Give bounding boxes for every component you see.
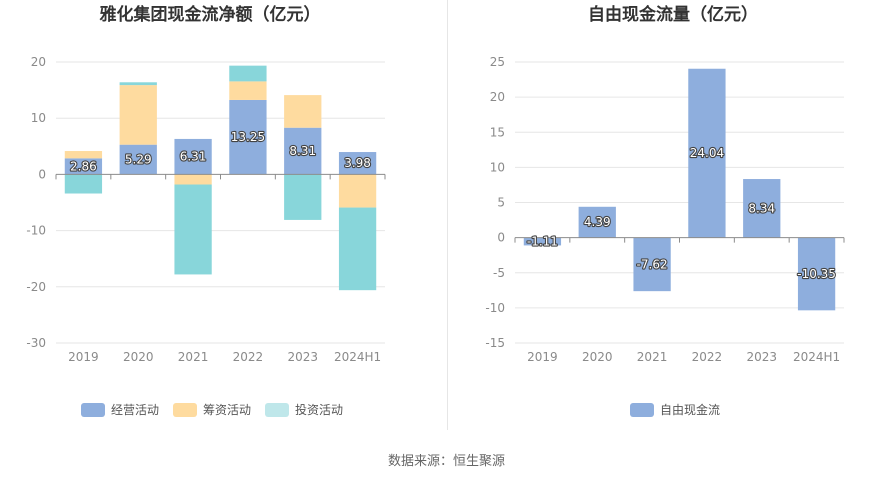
bar [229,81,267,100]
legend-label: 投资活动 [295,402,343,417]
chart-divider [447,0,448,430]
y-tick-label: -10 [26,224,46,238]
y-tick-label: 5 [497,196,505,210]
bar [119,82,157,86]
bar [64,151,103,159]
x-tick-label: 2024H1 [334,350,381,364]
y-tick-label: 15 [490,125,505,139]
legend-label: 筹资活动 [203,403,251,417]
bar [119,85,157,145]
y-tick-label: 20 [490,90,505,104]
data-label: -7.62 [637,257,668,271]
cashflow-net-chart: 雅化集团现金流净额（亿元） 20 10 0 -10 -20 -30 2019 2020 2021 2… [26,4,386,417]
legend-swatch [630,403,654,417]
y-tick-label: 25 [490,55,505,69]
x-tick-label: 2020 [582,350,613,364]
bar [229,65,267,82]
x-tick-label: 2021 [178,350,209,364]
bar [338,152,377,175]
y-tick-label: -30 [26,336,46,350]
x-tick-label: 2020 [123,350,154,364]
x-tick-label: 2021 [637,350,668,364]
bar [338,207,377,291]
bar [119,144,157,175]
legend-label: 经营活动 [111,403,159,417]
data-label: -10.35 [797,267,836,281]
bar [743,179,781,238]
x-tick-label: 2019 [68,350,99,364]
bar [338,174,377,208]
x-tick-label: 2023 [746,350,777,364]
data-label: 3.98 [344,156,371,170]
bar [688,68,726,238]
x-tick-label: 2022 [692,350,723,364]
x-tick-label: 2024H1 [793,350,840,364]
y-tick-label: -5 [493,266,505,280]
bar [797,237,836,311]
y-tick-label: 10 [31,111,46,125]
y-tick-label: -20 [26,280,46,294]
data-label: -1.11 [527,235,558,249]
bar [578,206,616,238]
y-tick-label: 0 [38,167,46,181]
legend-swatch [81,403,105,417]
bar [64,174,103,194]
data-source-note: 数据来源：恒生聚源 [387,454,505,469]
data-label: 5.29 [125,153,152,167]
y-tick-label: 10 [490,160,505,174]
chart-title: 雅化集团现金流净额（亿元） [99,4,321,25]
bar [174,138,212,175]
legend-label: 自由现金流 [660,402,720,417]
data-label: 4.39 [584,215,611,229]
free-cashflow-chart: 自由现金流量（亿元） 25 20 15 10 5 0 -5 -10 -15 2019 2020 2021… [485,4,845,417]
x-tick-label: 2019 [527,350,558,364]
x-tick-label: 2023 [287,350,318,364]
data-label: 24.04 [690,146,724,160]
legend-swatch [173,403,197,417]
bar [284,95,322,128]
bar [633,237,671,292]
x-tick-label: 2022 [233,350,264,364]
bar [174,174,212,185]
bar [174,184,212,275]
y-tick-label: -15 [485,336,505,350]
legend-swatch [265,403,289,417]
chart-title: 自由现金流量（亿元） [588,4,758,25]
bar [284,174,322,220]
bar [229,99,267,175]
y-tick-label: 20 [31,55,46,69]
data-label: 13.25 [231,130,265,144]
bar [64,158,103,175]
bar [523,237,562,246]
data-label: 2.86 [70,159,97,173]
y-tick-label: -10 [485,301,505,315]
y-tick-label: 0 [497,231,505,245]
bar [284,127,322,175]
data-label: 6.31 [180,150,207,164]
data-label: 8.31 [289,144,316,158]
data-label: 8.34 [748,201,775,215]
